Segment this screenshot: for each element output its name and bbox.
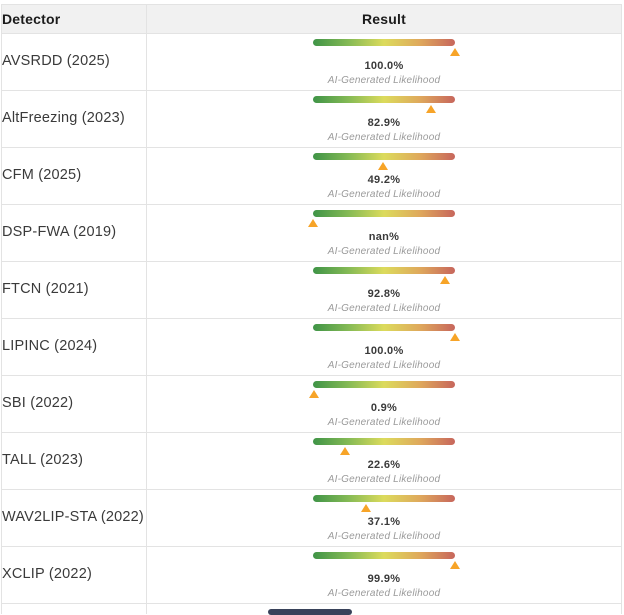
marker-triangle-icon [450,332,460,341]
gradient-bar [313,551,455,559]
table-header-row: Detector Result [1,4,622,34]
gradient-bar [313,323,455,331]
likelihood-caption: AI-Generated Likelihood [327,302,441,314]
column-header-detector: Detector [1,4,147,34]
gradient-bar [313,152,455,160]
likelihood-value: 99.9% [367,572,401,585]
marker-track [313,47,460,56]
detector-name: AVSRDD (2025) [1,33,147,91]
likelihood-caption: AI-Generated Likelihood [327,473,441,485]
partial-result-cell [146,603,622,614]
marker-track [313,503,455,512]
likelihood-caption: AI-Generated Likelihood [327,131,441,143]
detector-name: XCLIP (2022) [1,546,147,604]
detector-name: TALL (2023) [1,432,147,490]
marker-track [313,446,455,455]
detector-results-table: Detector Result AVSRDD (2025) 100.0% AI-… [1,4,622,614]
likelihood-caption: AI-Generated Likelihood [327,359,441,371]
table-row: FTCN (2021) 92.8% AI-Generated Likelihoo… [1,261,622,319]
detector-name: CFM (2025) [1,147,147,205]
gradient-bar [313,266,455,274]
result-cell: 22.6% AI-Generated Likelihood [146,432,622,490]
gradient-bar [313,38,455,46]
marker-triangle-icon [449,560,460,569]
result-cell: 92.8% AI-Generated Likelihood [146,261,622,319]
likelihood-value: 92.8% [367,287,401,300]
likelihood-gauge: 99.9% AI-Generated Likelihood [313,551,460,599]
likelihood-value: 0.9% [370,401,398,414]
result-cell: 49.2% AI-Generated Likelihood [146,147,622,205]
detector-name: AltFreezing (2023) [1,90,147,148]
likelihood-gauge: 82.9% AI-Generated Likelihood [313,95,455,143]
likelihood-caption: AI-Generated Likelihood [327,530,441,542]
marker-track [313,560,460,569]
column-header-result: Result [146,4,622,34]
result-cell: 100.0% AI-Generated Likelihood [146,318,622,376]
table-row: AVSRDD (2025) 100.0% AI-Generated Likeli… [1,33,622,91]
marker-track [309,389,455,398]
table-row: SBI (2022) 0.9% AI-Generated Likelihood [1,375,622,433]
gradient-bar [313,494,455,502]
marker-triangle-icon [377,161,388,170]
marker-triangle-icon [439,275,450,284]
marker-triangle-icon [309,389,320,398]
partial-detector-cell [1,603,147,614]
likelihood-caption: AI-Generated Likelihood [327,245,441,257]
likelihood-caption: AI-Generated Likelihood [327,188,441,200]
likelihood-caption: AI-Generated Likelihood [327,587,441,599]
likelihood-gauge: 0.9% AI-Generated Likelihood [309,380,455,428]
likelihood-gauge: 49.2% AI-Generated Likelihood [313,152,455,200]
likelihood-value: 49.2% [367,173,401,186]
likelihood-gauge: 22.6% AI-Generated Likelihood [313,437,455,485]
detector-name: LIPINC (2024) [1,318,147,376]
likelihood-value: 82.9% [367,116,401,129]
detector-name: WAV2LIP-STA (2022) [1,489,147,547]
detector-name: DSP-FWA (2019) [1,204,147,262]
table-row: AltFreezing (2023) 82.9% AI-Generated Li… [1,90,622,148]
likelihood-value: nan% [368,230,400,243]
likelihood-value: 37.1% [367,515,401,528]
result-cell: 82.9% AI-Generated Likelihood [146,90,622,148]
gradient-bar [313,209,455,217]
table-row: DSP-FWA (2019) nan% AI-Generated Likelih… [1,204,622,262]
table-row: XCLIP (2022) 99.9% AI-Generated Likeliho… [1,546,622,604]
result-cell: 100.0% AI-Generated Likelihood [146,33,622,91]
result-cell: nan% AI-Generated Likelihood [146,204,622,262]
table-row: WAV2LIP-STA (2022) 37.1% AI-Generated Li… [1,489,622,547]
detector-name: SBI (2022) [1,375,147,433]
table-row: LIPINC (2024) 100.0% AI-Generated Likeli… [1,318,622,376]
gradient-bar [313,95,455,103]
marker-track [313,275,455,284]
marker-track [313,104,455,113]
gradient-bar [313,437,455,445]
likelihood-value: 100.0% [364,59,404,72]
likelihood-gauge: 100.0% AI-Generated Likelihood [313,38,460,86]
marker-triangle-icon [450,47,460,56]
marker-track [313,332,460,341]
likelihood-value: 22.6% [367,458,401,471]
likelihood-gauge: 37.1% AI-Generated Likelihood [313,494,455,542]
table-row: TALL (2023) 22.6% AI-Generated Likelihoo… [1,432,622,490]
detector-name: FTCN (2021) [1,261,147,319]
likelihood-value: 100.0% [364,344,404,357]
marker-track [313,161,455,170]
horizontal-scrollbar-thumb[interactable] [268,609,352,615]
likelihood-gauge: 92.8% AI-Generated Likelihood [313,266,455,314]
gradient-bar [313,380,455,388]
likelihood-gauge: 100.0% AI-Generated Likelihood [313,323,460,371]
result-cell: 99.9% AI-Generated Likelihood [146,546,622,604]
marker-triangle-icon [360,503,371,512]
likelihood-caption: AI-Generated Likelihood [327,416,441,428]
result-cell: 0.9% AI-Generated Likelihood [146,375,622,433]
table-row: CFM (2025) 49.2% AI-Generated Likelihood [1,147,622,205]
marker-triangle-icon [425,104,436,113]
marker-triangle-icon [308,218,318,227]
marker-triangle-icon [340,446,351,455]
result-cell: 37.1% AI-Generated Likelihood [146,489,622,547]
likelihood-caption: AI-Generated Likelihood [327,74,441,86]
likelihood-gauge: nan% AI-Generated Likelihood [308,209,455,257]
partial-cropped-row [1,603,622,614]
marker-track [308,218,455,227]
